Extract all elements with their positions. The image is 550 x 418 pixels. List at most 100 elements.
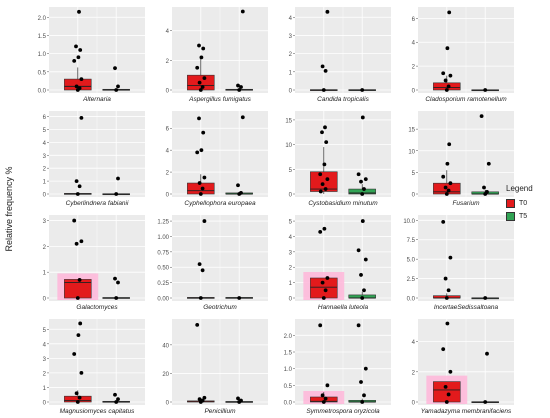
data-point <box>116 176 120 181</box>
y-tick-label: 2 <box>166 171 170 177</box>
data-point <box>443 385 448 389</box>
data-point <box>362 187 366 191</box>
y-tick-label: 1 <box>43 271 47 277</box>
data-point <box>445 321 450 326</box>
data-point <box>239 398 243 403</box>
legend-swatch-t0 <box>506 199 515 208</box>
y-tick-label: 0 <box>166 193 170 199</box>
data-point <box>323 69 328 73</box>
data-point <box>78 48 83 52</box>
data-point <box>483 400 488 404</box>
y-tick-label: 0.25 <box>157 281 169 287</box>
data-point <box>202 219 207 223</box>
panel-title-penicillium: Penicillium <box>204 408 236 415</box>
data-point <box>318 172 323 177</box>
panel-title-hannaella-luteola: Hannaella luteola <box>318 304 369 311</box>
legend-label-t0: T0 <box>519 200 528 207</box>
data-point <box>444 400 449 404</box>
data-point <box>199 55 204 60</box>
box-t0 <box>433 381 461 403</box>
data-point <box>239 191 243 195</box>
data-point <box>446 392 451 397</box>
panel-title-incertaesedissaltoana: IncertaeSedissaltoana <box>434 304 499 311</box>
y-tick-label: 0 <box>412 401 416 407</box>
y-tick-label: 0.5 <box>284 384 293 390</box>
data-point <box>320 393 325 398</box>
y-tick-label: 1 <box>289 70 293 76</box>
data-point <box>77 184 82 189</box>
data-point <box>79 77 84 81</box>
y-tick-label: 40 <box>162 343 169 349</box>
box-t0 <box>310 171 338 192</box>
data-point <box>444 88 449 92</box>
y-tick-label: 0 <box>43 193 47 199</box>
y-tick-label: 5 <box>43 128 47 134</box>
y-tick-label: 7.5 <box>407 238 416 244</box>
data-point <box>113 276 117 281</box>
y-tick-label: 0.0 <box>284 401 293 407</box>
data-point <box>321 296 326 300</box>
y-tick-label: 0 <box>43 297 47 303</box>
data-point <box>483 296 488 300</box>
data-point <box>363 177 368 182</box>
panel-title-candida-tropicalis: Candida tropicalis <box>317 96 369 103</box>
data-point <box>202 395 207 400</box>
y-tick-label: 2 <box>43 371 47 377</box>
y-tick-label: 0.0 <box>38 89 47 95</box>
data-point <box>320 64 325 69</box>
data-point <box>114 400 119 404</box>
y-tick-label: 5 <box>412 171 416 177</box>
data-point <box>318 189 323 194</box>
panel-title-cyberlindnera-fabianii: Cyberlindnera fabianii <box>66 200 129 207</box>
data-point <box>321 88 326 92</box>
data-point <box>448 369 453 374</box>
data-point <box>77 395 82 400</box>
data-point <box>321 400 326 404</box>
data-point <box>447 10 452 15</box>
data-point <box>320 280 325 285</box>
data-point <box>360 115 365 120</box>
data-point <box>356 172 361 177</box>
data-point <box>72 352 77 356</box>
y-tick-label: 0 <box>412 89 416 95</box>
y-tick-label: 1.5 <box>284 351 293 357</box>
data-point <box>360 88 365 92</box>
data-point <box>318 323 323 328</box>
y-tick-label: 4 <box>412 340 416 346</box>
data-point <box>75 192 80 196</box>
y-tick-label: 15 <box>408 128 415 134</box>
data-point <box>79 371 84 375</box>
data-point <box>114 192 119 196</box>
y-tick-label: 6 <box>412 17 416 23</box>
data-point <box>325 177 330 182</box>
data-point <box>323 396 328 401</box>
y-tick-label: 0 <box>43 401 47 407</box>
data-point <box>197 43 201 48</box>
data-point <box>79 239 84 244</box>
data-point <box>236 396 240 401</box>
y-tick-label: 4 <box>43 141 47 147</box>
data-point <box>116 280 120 285</box>
data-point <box>363 366 368 371</box>
data-point <box>200 268 205 273</box>
panel-title-fusarium: Fusarium <box>452 200 480 207</box>
data-point <box>356 248 361 253</box>
panel-title-geotrichum: Geotrichum <box>203 304 237 311</box>
y-tick-label: 3 <box>289 250 293 256</box>
y-tick-label: 2.0 <box>38 16 47 22</box>
y-tick-label: 4 <box>43 342 47 348</box>
data-point <box>324 140 329 145</box>
y-tick-label: 1 <box>43 180 47 186</box>
data-point <box>320 130 324 135</box>
data-point <box>114 88 119 92</box>
data-point <box>236 83 240 88</box>
y-tick-label: 1.0 <box>284 367 293 373</box>
data-point <box>441 71 446 76</box>
panel-title-galactomyces: Galactomyces <box>76 304 118 311</box>
y-tick-label: 0 <box>166 401 170 407</box>
data-point <box>323 187 328 191</box>
data-point <box>74 44 78 49</box>
data-point <box>320 182 325 187</box>
y-tick-label: 1.25 <box>157 220 169 226</box>
y-tick-label: 10.0 <box>403 219 415 225</box>
